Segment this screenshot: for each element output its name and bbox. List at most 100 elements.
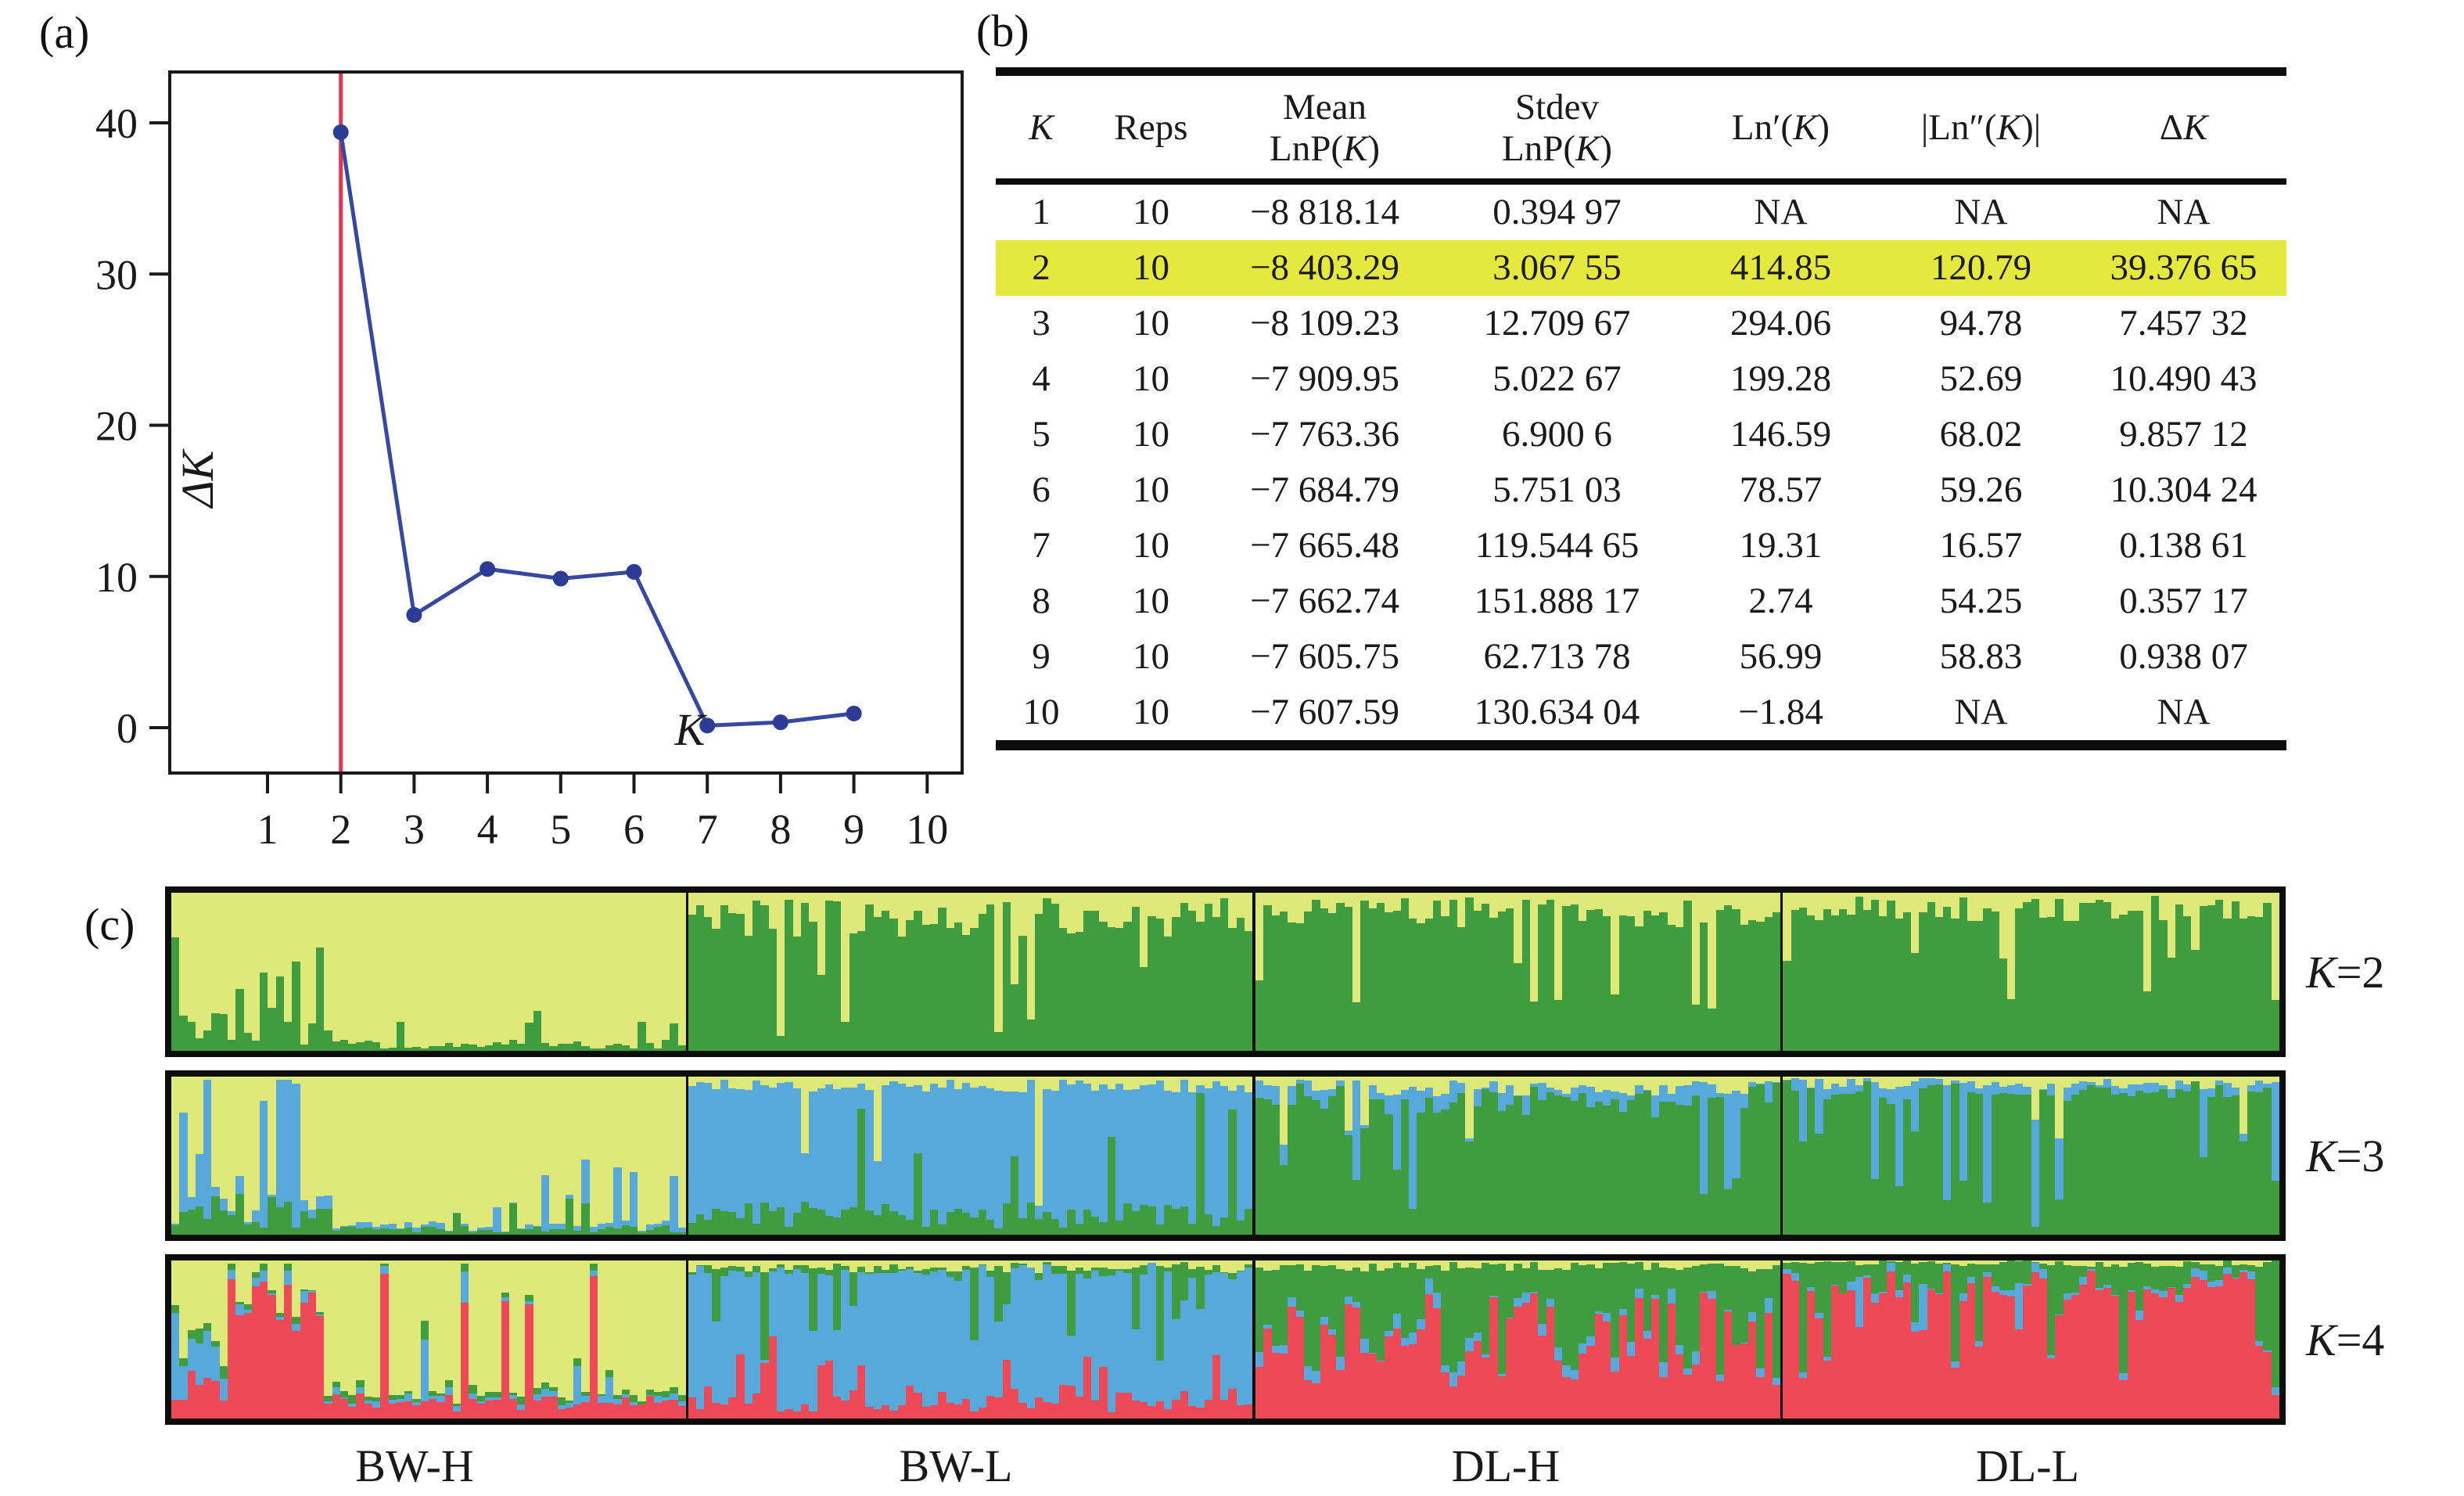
structure-bar — [420, 1260, 429, 1419]
bar-segment-yellow — [1489, 1077, 1498, 1081]
bar-segment-green — [1180, 903, 1188, 1051]
bar-segment-red — [728, 1397, 737, 1419]
bar-segment-blue — [356, 1387, 365, 1394]
structure-bar — [712, 893, 720, 1051]
bar-segment-blue — [2263, 1350, 2272, 1352]
bar-segment-yellow — [1959, 893, 1967, 897]
bar-segment-green — [404, 1048, 413, 1051]
bar-segment-yellow — [1570, 1077, 1579, 1088]
bar-segment-red — [1368, 1353, 1377, 1419]
bar-segment-yellow — [857, 1260, 866, 1267]
bar-segment-yellow — [1271, 1077, 1280, 1086]
bar-segment-green — [219, 1210, 228, 1235]
bar-segment-blue — [1424, 1088, 1434, 1098]
structure-bar — [1424, 1260, 1434, 1419]
bar-segment-green — [1855, 1265, 1863, 1277]
bar-segment-green — [541, 1043, 550, 1051]
bar-segment-blue — [1618, 1092, 1628, 1113]
bar-segment-yellow — [1570, 893, 1579, 905]
bar-segment-blue — [986, 1088, 995, 1221]
table-cell: 16.57 — [1939, 525, 2023, 566]
bar-segment-red — [1570, 1379, 1579, 1419]
bar-segment-yellow — [1862, 1260, 1871, 1265]
structure-bar — [356, 1260, 365, 1419]
bar-segment-green — [1732, 1178, 1740, 1235]
bar-segment-yellow — [549, 893, 558, 1046]
bar-segment-green — [1594, 909, 1604, 1051]
bar-segment-blue — [1747, 1312, 1757, 1322]
bar-segment-yellow — [1034, 893, 1043, 915]
bar-segment-green — [1871, 1179, 1880, 1235]
structure-bar — [1360, 893, 1369, 1051]
bar-segment-green — [251, 1272, 260, 1278]
structure-bar — [2103, 1077, 2112, 1235]
bar-segment-blue — [2119, 1372, 2128, 1380]
bar-segment-yellow — [824, 1260, 834, 1271]
structure-bar — [1530, 1260, 1539, 1419]
bar-segment-yellow — [1091, 1077, 1100, 1091]
bar-segment-green — [2191, 950, 2200, 1051]
bar-segment-yellow — [1392, 1077, 1401, 1095]
structure-bar — [1627, 1260, 1636, 1419]
bar-segment-green — [1764, 1102, 1773, 1235]
bar-segment-red — [744, 1404, 753, 1419]
bar-segment-green — [484, 1045, 494, 1051]
bar-segment-red — [946, 1402, 954, 1419]
bar-segment-yellow — [2111, 1077, 2120, 1087]
bar-segment-green — [444, 1379, 453, 1387]
structure-bar — [533, 1260, 541, 1419]
structure-bar — [688, 1077, 696, 1235]
bar-segment-green — [2231, 901, 2240, 1051]
bar-segment-yellow — [1594, 893, 1604, 910]
bar-segment-red — [533, 1400, 541, 1419]
bar-segment-blue — [1538, 1324, 1546, 1336]
structure-bar — [1919, 893, 1927, 1051]
bar-segment-yellow — [1018, 1260, 1027, 1264]
bar-segment-yellow — [1764, 1077, 1773, 1081]
bar-segment-yellow — [1807, 893, 1816, 915]
bar-segment-yellow — [792, 1260, 801, 1266]
bar-segment-green — [962, 1265, 971, 1271]
structure-bar — [227, 1260, 236, 1419]
bar-segment-yellow — [1255, 893, 1264, 980]
bar-segment-blue — [704, 1083, 713, 1220]
bar-segment-yellow — [1807, 1260, 1816, 1264]
structure-bar — [2015, 1260, 2024, 1419]
bar-segment-red — [1123, 1393, 1132, 1419]
bar-segment-red — [897, 1405, 906, 1419]
bar-segment-red — [1943, 1271, 1952, 1419]
bar-segment-red — [1320, 1324, 1328, 1419]
bar-segment-red — [1586, 1346, 1595, 1419]
structure-bar — [324, 1260, 332, 1419]
bar-segment-blue — [203, 1331, 212, 1379]
bar-segment-blue — [444, 1230, 453, 1232]
structure-bar — [2271, 1077, 2279, 1235]
bar-segment-green — [1975, 1264, 1984, 1341]
table-cell: 119.544 65 — [1474, 525, 1640, 566]
bar-segment-yellow — [2063, 1260, 2071, 1265]
bar-segment-green — [704, 1219, 713, 1235]
structure-bar — [1554, 1077, 1563, 1235]
structure-bar — [356, 893, 365, 1051]
structure-bar — [1236, 1077, 1245, 1235]
bar-segment-yellow — [203, 1260, 212, 1323]
bar-segment-yellow — [1099, 893, 1108, 922]
structure-bar — [1579, 1077, 1587, 1235]
bar-segment-green — [1043, 1212, 1051, 1235]
structure-bar — [1967, 893, 1976, 1051]
bar-segment-red — [1288, 1307, 1296, 1419]
bar-segment-green — [1798, 1141, 1808, 1235]
table-cell: 2 — [996, 240, 1087, 297]
structure-bar — [1376, 1260, 1385, 1419]
bar-segment-green — [1521, 1114, 1531, 1235]
bar-segment-yellow — [946, 1077, 954, 1081]
bar-segment-blue — [348, 1225, 357, 1228]
bar-segment-green — [476, 1047, 485, 1051]
bar-segment-yellow — [396, 1077, 405, 1228]
bar-segment-yellow — [1747, 1077, 1757, 1083]
bar-segment-blue — [525, 1301, 533, 1304]
structure-bar — [1643, 1077, 1651, 1235]
bar-segment-green — [1433, 1264, 1442, 1293]
structure-bar — [970, 1260, 979, 1419]
structure-bar — [1320, 893, 1328, 1051]
